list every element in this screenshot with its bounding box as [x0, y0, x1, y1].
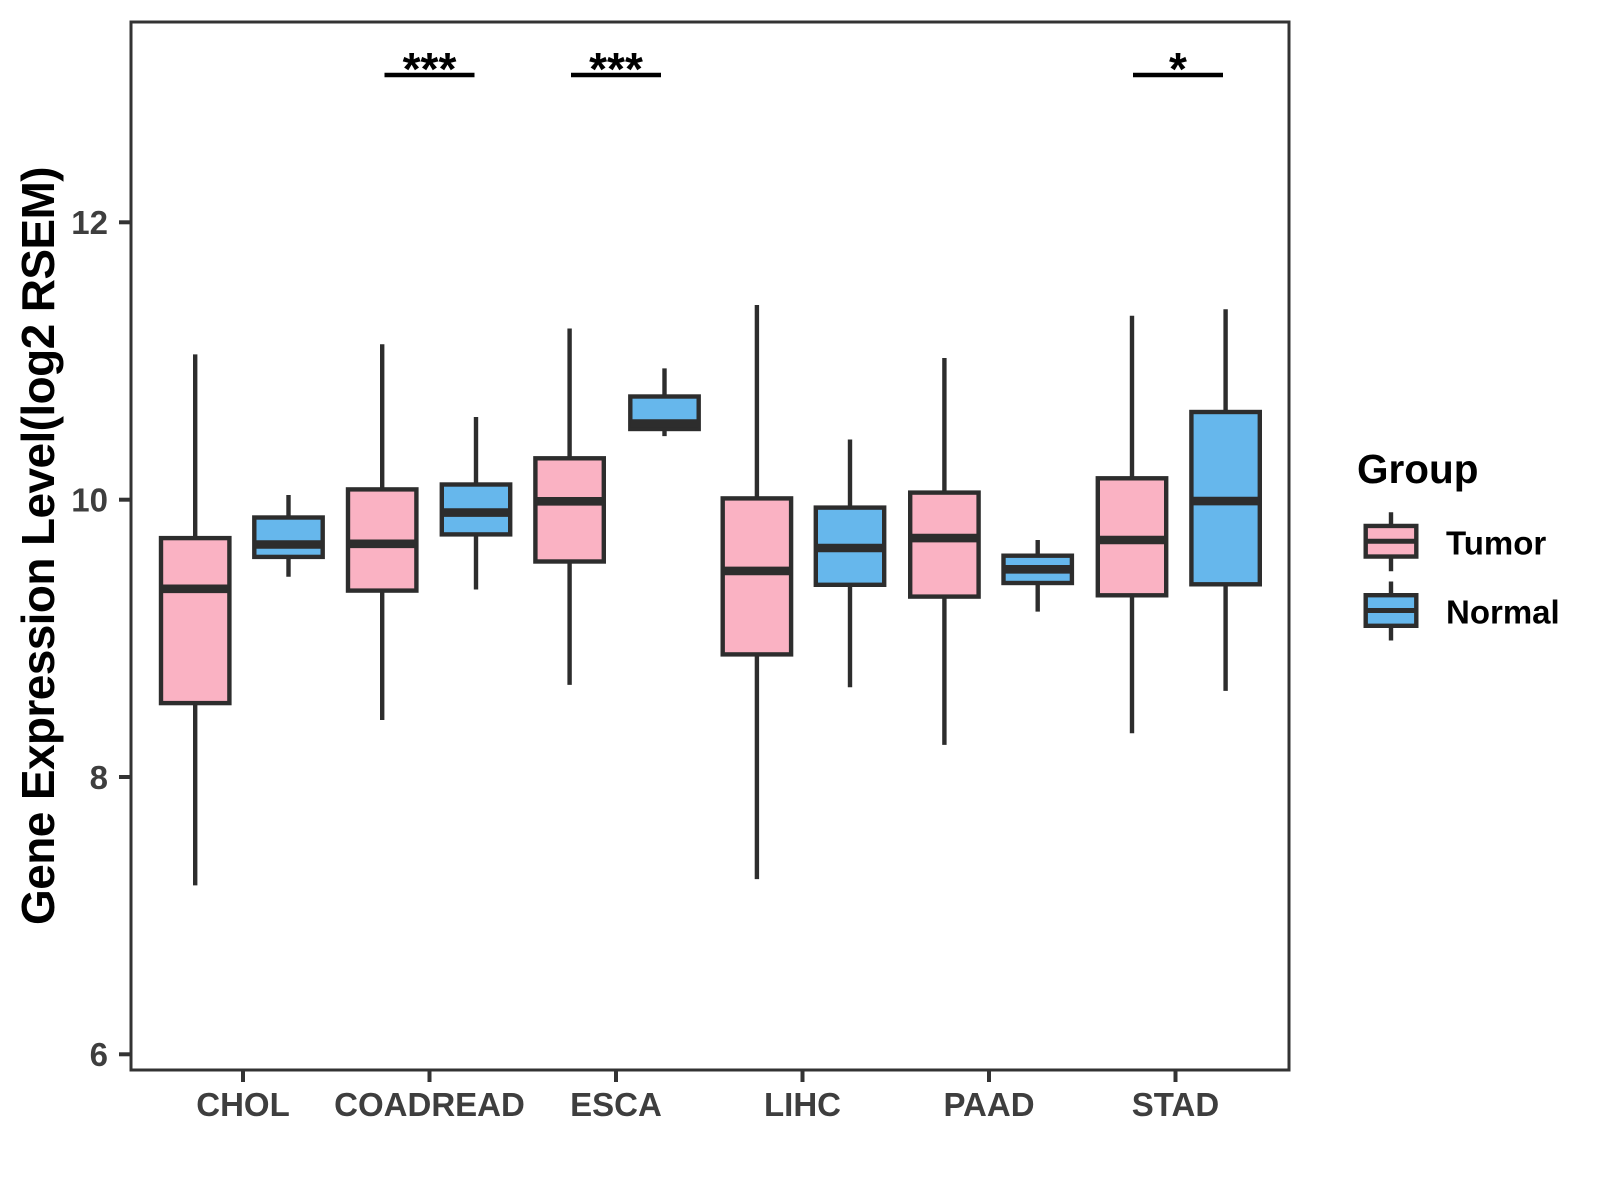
- svg-text:CHOL: CHOL: [196, 1086, 290, 1123]
- svg-text:LIHC: LIHC: [764, 1086, 841, 1123]
- svg-text:Tumor: Tumor: [1446, 525, 1546, 562]
- svg-text:Gene Expression Level(log2 RSE: Gene Expression Level(log2 RSEM): [12, 167, 64, 925]
- svg-text:12: 12: [71, 204, 108, 241]
- svg-text:Group: Group: [1357, 446, 1478, 492]
- svg-text:6: 6: [90, 1036, 108, 1073]
- svg-text:10: 10: [71, 482, 108, 519]
- svg-text:PAAD: PAAD: [943, 1086, 1034, 1123]
- svg-text:Normal: Normal: [1446, 594, 1560, 631]
- svg-text:8: 8: [90, 759, 108, 796]
- svg-text:COADREAD: COADREAD: [334, 1086, 525, 1123]
- svg-text:*: *: [1169, 43, 1187, 95]
- svg-text:STAD: STAD: [1132, 1086, 1219, 1123]
- svg-text:***: ***: [589, 43, 643, 95]
- svg-text:***: ***: [403, 43, 457, 95]
- svg-text:ESCA: ESCA: [570, 1086, 662, 1123]
